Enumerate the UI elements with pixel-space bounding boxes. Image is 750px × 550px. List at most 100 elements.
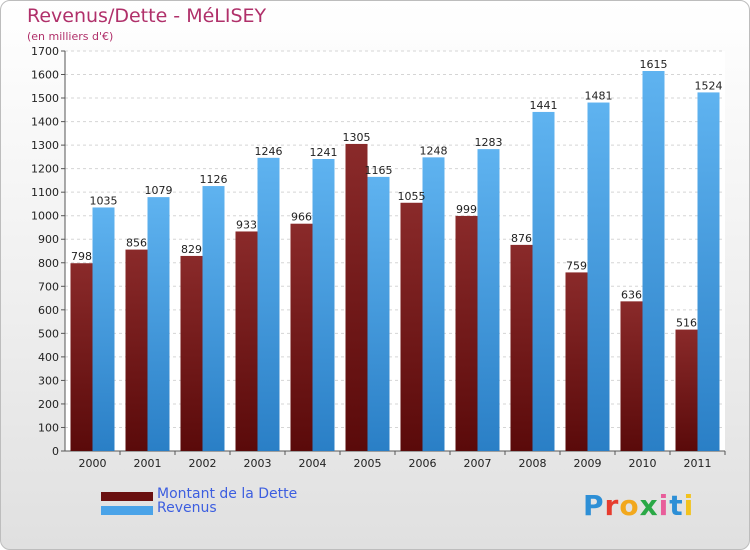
x-tick-label: 2001 xyxy=(134,457,162,470)
chart-subtitle: (en milliers d'€) xyxy=(27,30,114,43)
bar-revenus xyxy=(257,157,280,451)
y-tick-label: 1200 xyxy=(31,163,59,176)
data-label-debt: 966 xyxy=(291,211,312,224)
logo-letter: i xyxy=(658,489,670,522)
data-label-debt: 829 xyxy=(181,243,202,256)
y-tick-label: 800 xyxy=(38,257,59,270)
chart-title: Revenus/Dette - MéLISEY xyxy=(27,5,267,27)
x-tick-label: 2000 xyxy=(79,457,107,470)
y-tick-label: 1700 xyxy=(31,45,59,58)
data-label-revenus: 1165 xyxy=(365,164,393,177)
legend-swatch-revenus xyxy=(101,506,153,515)
data-label-debt: 798 xyxy=(71,250,92,263)
legend-swatch-debt xyxy=(101,492,153,501)
data-label-debt: 516 xyxy=(676,317,697,330)
logo-letter: o xyxy=(619,489,640,522)
y-tick-label: 1000 xyxy=(31,210,59,223)
y-tick-label: 1500 xyxy=(31,92,59,105)
x-tick-label: 2008 xyxy=(519,457,547,470)
x-tick-label: 2004 xyxy=(299,457,327,470)
data-label-debt: 759 xyxy=(566,259,587,272)
x-tick-label: 2010 xyxy=(629,457,657,470)
legend-label-debt: Montant de la Dette xyxy=(157,486,298,502)
bar-debt xyxy=(620,301,643,451)
bar-debt xyxy=(455,215,478,451)
data-label-revenus: 1481 xyxy=(585,90,613,103)
y-tick-label: 1300 xyxy=(31,139,59,152)
y-tick-label: 900 xyxy=(38,233,59,246)
bar-debt xyxy=(290,223,313,451)
data-label-revenus: 1441 xyxy=(530,99,558,112)
data-label-debt: 636 xyxy=(621,288,642,301)
x-tick-label: 2009 xyxy=(574,457,602,470)
bar-debt xyxy=(70,263,93,451)
y-tick-label: 1600 xyxy=(31,69,59,82)
data-label-debt: 1055 xyxy=(398,190,426,203)
y-tick-label: 700 xyxy=(38,280,59,293)
bar-debt xyxy=(345,143,368,452)
bar-revenus xyxy=(422,157,445,451)
x-tick-label: 2002 xyxy=(189,457,217,470)
data-label-debt: 876 xyxy=(511,232,532,245)
logo-letter: i xyxy=(683,489,695,522)
logo-letter: x xyxy=(639,489,659,522)
data-label-revenus: 1615 xyxy=(640,58,668,71)
data-label-revenus: 1035 xyxy=(90,194,118,207)
bar-debt xyxy=(510,244,533,451)
bar-revenus xyxy=(147,197,170,451)
bar-debt xyxy=(565,272,588,451)
axes: 0 100 200 300 400 500 600 700 800 900 1000 1100 1200… xyxy=(31,45,726,470)
data-labels: 798 1035 856 1079 829 1126 933 1246 966 1241 1305 1… xyxy=(71,58,723,330)
bar-debt xyxy=(125,249,148,451)
bar-revenus xyxy=(587,102,610,451)
data-label-debt: 999 xyxy=(456,203,477,216)
x-tick-label: 2007 xyxy=(464,457,492,470)
bar-revenus xyxy=(92,207,115,451)
data-label-revenus: 1524 xyxy=(695,79,723,92)
bar-revenus xyxy=(477,149,500,451)
y-tick-label: 600 xyxy=(38,304,59,317)
data-label-revenus: 1126 xyxy=(200,173,228,186)
data-label-debt: 933 xyxy=(236,218,257,231)
logo-letter: r xyxy=(604,489,620,522)
bar-revenus xyxy=(642,71,665,451)
x-tick-label: 2003 xyxy=(244,457,272,470)
bar-revenus xyxy=(312,159,335,451)
bar-revenus xyxy=(697,92,720,451)
y-tick-label: 0 xyxy=(52,445,59,458)
data-label-revenus: 1246 xyxy=(255,145,283,158)
legend-label-revenus: Revenus xyxy=(157,500,217,516)
bar-debt xyxy=(180,255,203,451)
proxiti-logo: Proxiti xyxy=(583,489,694,522)
y-tick-label: 200 xyxy=(38,398,59,411)
x-tick-label: 2011 xyxy=(684,457,712,470)
y-tick-label: 100 xyxy=(38,421,59,434)
y-tick-label: 1400 xyxy=(31,116,59,129)
bar-revenus xyxy=(367,176,390,451)
bar-revenus xyxy=(202,186,225,451)
bar-debt xyxy=(235,231,258,451)
y-tick-label: 1100 xyxy=(31,186,59,199)
data-label-revenus: 1079 xyxy=(145,184,173,197)
data-label-revenus: 1248 xyxy=(420,144,448,157)
data-label-debt: 1305 xyxy=(343,131,371,144)
logo-letter: t xyxy=(669,489,684,522)
x-tick-label: 2005 xyxy=(354,457,382,470)
data-label-debt: 856 xyxy=(126,237,147,250)
plot-area xyxy=(65,51,725,451)
y-tick-label: 400 xyxy=(38,351,59,364)
y-tick-label: 300 xyxy=(38,374,59,387)
logo-letter: P xyxy=(583,489,605,522)
x-tick-label: 2006 xyxy=(409,457,437,470)
plot-background xyxy=(65,51,725,451)
y-tick-label: 500 xyxy=(38,327,59,340)
bar-debt xyxy=(675,329,698,451)
bar-revenus xyxy=(532,111,555,452)
grid-lines xyxy=(65,50,725,452)
bars xyxy=(70,71,720,452)
data-label-revenus: 1283 xyxy=(475,136,503,149)
data-label-revenus: 1241 xyxy=(310,146,338,159)
bar-debt xyxy=(400,202,423,451)
